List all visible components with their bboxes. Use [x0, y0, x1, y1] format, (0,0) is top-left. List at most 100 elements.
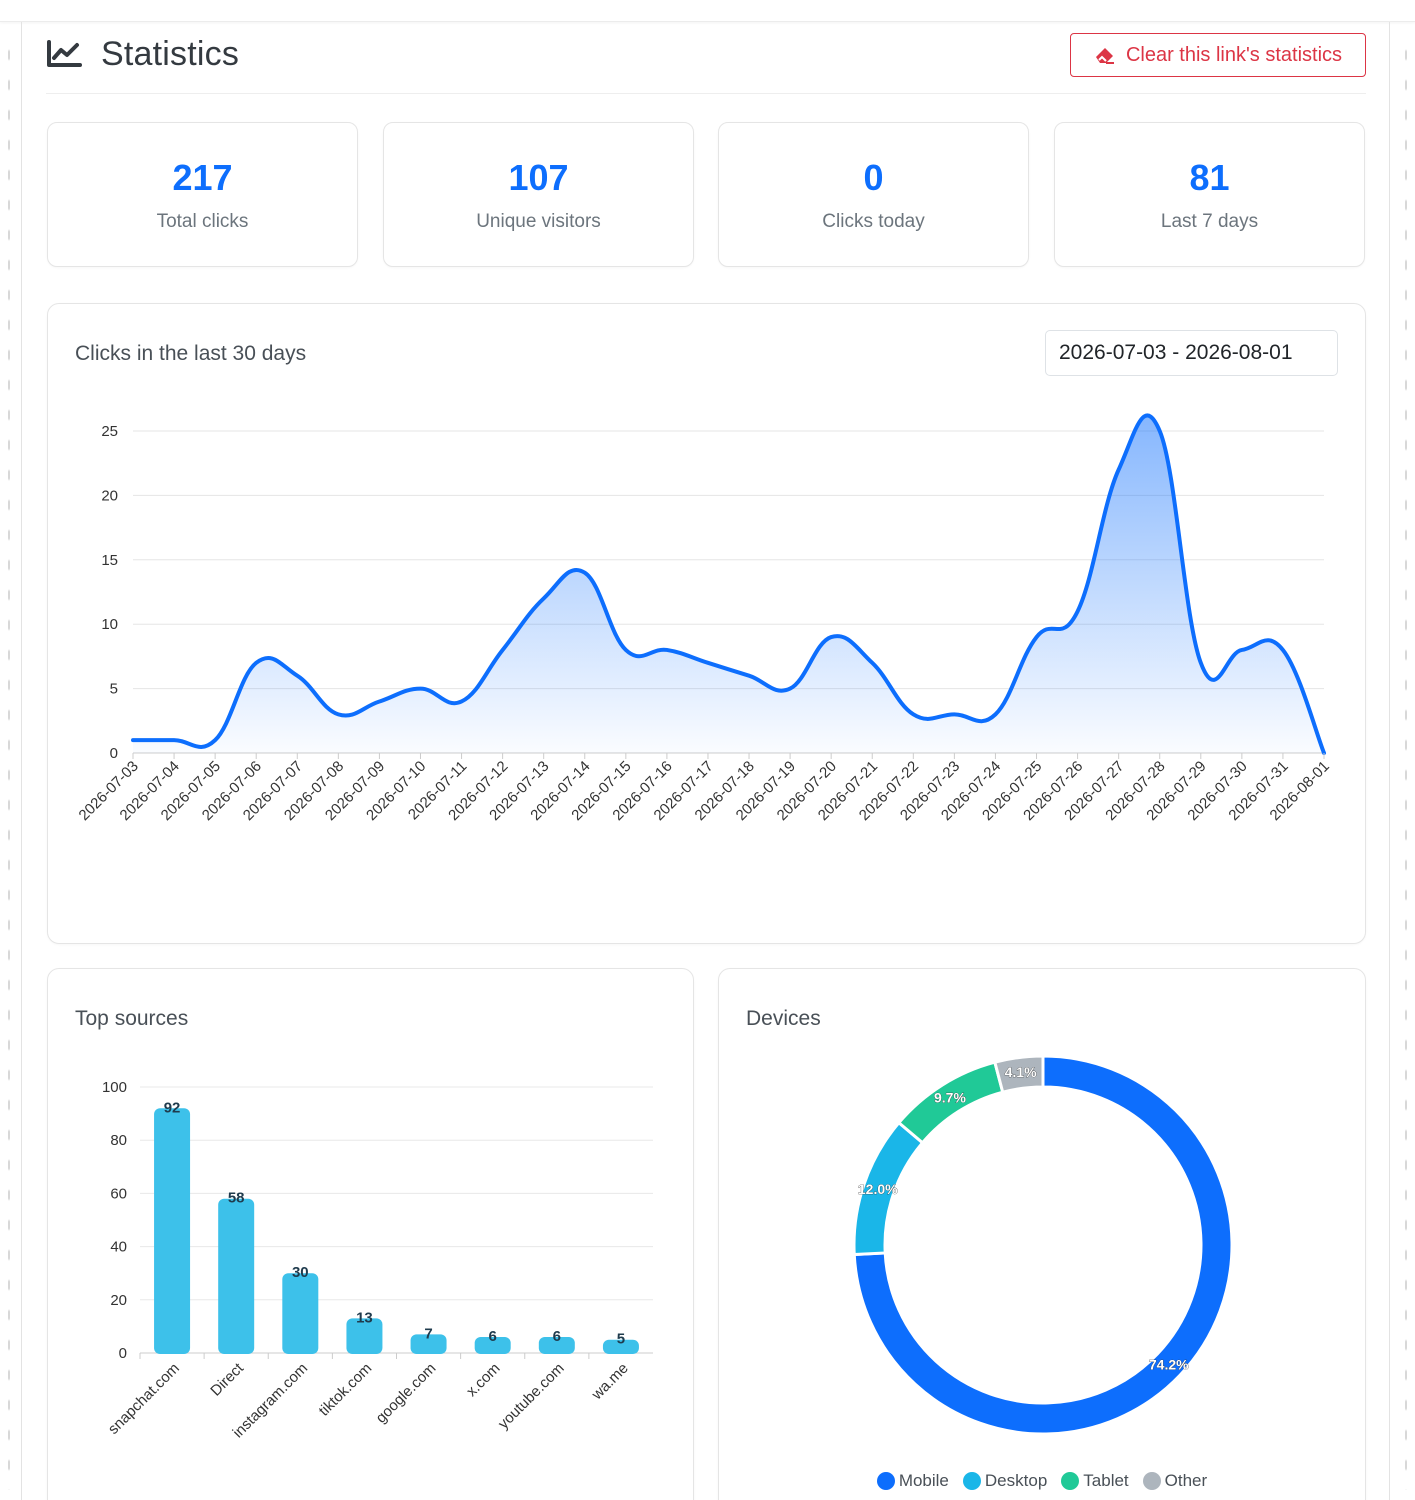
- data-point: [214, 739, 216, 741]
- devices-legend: Mobile Desktop Tablet Other: [719, 1471, 1365, 1491]
- data-point: [748, 675, 750, 677]
- data-point: [296, 675, 298, 677]
- data-point: [1159, 430, 1161, 432]
- donut-slice-mobile: [852, 1054, 1234, 1436]
- y-tick-label: 25: [101, 423, 118, 440]
- slice-value-label: 74.2%: [1149, 1357, 1189, 1373]
- y-tick-label: 80: [110, 1132, 127, 1149]
- y-tick-label: 100: [102, 1079, 127, 1096]
- data-point: [543, 597, 545, 599]
- x-tick-label: google.com: [373, 1360, 440, 1427]
- left-border: [21, 22, 22, 1500]
- data-point: [502, 649, 504, 651]
- stat-card-last-7-days: 81 Last 7 days: [1054, 122, 1365, 267]
- bar-value-label: 5: [617, 1331, 625, 1348]
- page-title: Statistics: [101, 35, 240, 73]
- y-tick-label: 5: [110, 681, 118, 698]
- legend-dot-mobile: [876, 1472, 895, 1490]
- data-point: [625, 649, 627, 651]
- x-tick-label: youtube.com: [495, 1360, 568, 1433]
- line-chart-icon: [47, 40, 82, 67]
- data-point: [1036, 636, 1038, 638]
- bar-value-label: 6: [553, 1328, 561, 1345]
- data-point: [994, 713, 996, 715]
- slice-value-label: 12.0%: [858, 1181, 898, 1197]
- bar: [154, 1108, 191, 1354]
- data-point: [584, 572, 586, 574]
- legend-item-tablet[interactable]: Tablet: [1061, 1471, 1129, 1491]
- y-tick-label: 15: [101, 552, 118, 569]
- legend-dot-other: [1142, 1472, 1161, 1490]
- data-point: [1077, 610, 1079, 612]
- slice-value-label: 4.1%: [1005, 1064, 1037, 1080]
- data-point: [830, 636, 832, 638]
- y-tick-label: 0: [119, 1345, 127, 1362]
- x-tick-label: Direct: [207, 1359, 247, 1399]
- stat-card-clicks-today: 0 Clicks today: [718, 122, 1029, 267]
- data-point: [1241, 649, 1243, 651]
- stat-value: 217: [172, 157, 233, 198]
- data-point: [461, 700, 463, 702]
- clear-statistics-label: Clear this link's statistics: [1125, 43, 1343, 66]
- eraser-icon: [1095, 48, 1114, 64]
- legend-item-mobile[interactable]: Mobile: [876, 1471, 949, 1491]
- legend-label: Desktop: [984, 1471, 1048, 1490]
- data-point: [378, 700, 380, 702]
- stat-label: Clicks today: [822, 211, 925, 232]
- data-point: [173, 739, 175, 741]
- top-sources-bar-chart: 02040608010092snapchat.com58Direct30inst…: [102, 1079, 653, 1441]
- data-point: [419, 688, 421, 690]
- data-point: [255, 662, 257, 664]
- bar: [538, 1337, 575, 1354]
- data-point: [912, 713, 914, 715]
- date-range-input[interactable]: [1045, 330, 1338, 376]
- y-tick-label: 0: [110, 745, 118, 762]
- slice-value-label: 9.7%: [934, 1089, 966, 1105]
- data-point: [789, 688, 791, 690]
- data-point: [1118, 469, 1120, 471]
- stat-card-unique-visitors: 107 Unique visitors: [383, 122, 694, 267]
- data-point: [337, 713, 339, 715]
- statistics-header: Statistics Clear this link's statistics: [46, 30, 1366, 94]
- left-dots-decoration: [6, 40, 12, 1490]
- bar: [410, 1334, 447, 1354]
- bar: [218, 1198, 255, 1354]
- stat-value: 0: [863, 157, 884, 198]
- bar-value-label: 6: [489, 1328, 497, 1345]
- devices-title: Devices: [746, 1007, 821, 1030]
- stat-value: 107: [508, 157, 569, 198]
- x-tick-label: wa.me: [588, 1360, 632, 1404]
- data-point: [132, 739, 134, 741]
- devices-panel: Devices 74.2% 12.0% 9.7% 4.1% Mobile Deskto…: [718, 968, 1366, 1500]
- right-border: [1389, 22, 1390, 1500]
- legend-dot-desktop: [962, 1472, 981, 1490]
- data-point: [953, 713, 955, 715]
- bar-value-label: 58: [228, 1190, 245, 1207]
- bar-value-label: 13: [356, 1309, 373, 1326]
- stat-label: Unique visitors: [476, 211, 601, 232]
- legend-label: Other: [1164, 1471, 1208, 1490]
- bar-value-label: 30: [292, 1264, 309, 1281]
- legend-item-desktop[interactable]: Desktop: [962, 1471, 1048, 1491]
- bar-value-label: 7: [424, 1325, 432, 1342]
- bar: [474, 1337, 511, 1354]
- bar: [602, 1339, 639, 1354]
- donut-slice-other: [993, 1054, 1045, 1095]
- y-tick-label: 10: [101, 616, 118, 633]
- right-dots-decoration: [1403, 40, 1409, 1490]
- clear-statistics-button[interactable]: Clear this link's statistics: [1070, 33, 1366, 77]
- bar-value-label: 92: [164, 1099, 181, 1116]
- y-tick-label: 20: [101, 487, 118, 504]
- legend-dot-tablet: [1061, 1472, 1080, 1490]
- x-tick-label: snapchat.com: [105, 1360, 183, 1438]
- legend-item-other[interactable]: Other: [1142, 1471, 1208, 1491]
- data-point: [1200, 662, 1202, 664]
- y-tick-label: 20: [110, 1292, 127, 1309]
- stat-label: Total clicks: [156, 211, 249, 232]
- data-point: [1282, 649, 1284, 651]
- y-tick-label: 60: [110, 1185, 127, 1202]
- clicks-chart-title: Clicks in the last 30 days: [75, 342, 307, 365]
- data-point: [666, 649, 668, 651]
- legend-label: Tablet: [1083, 1471, 1129, 1490]
- top-sources-panel: Top sources 0 20 40 60 80 100 92 snapchat.com 58…: [47, 968, 694, 1500]
